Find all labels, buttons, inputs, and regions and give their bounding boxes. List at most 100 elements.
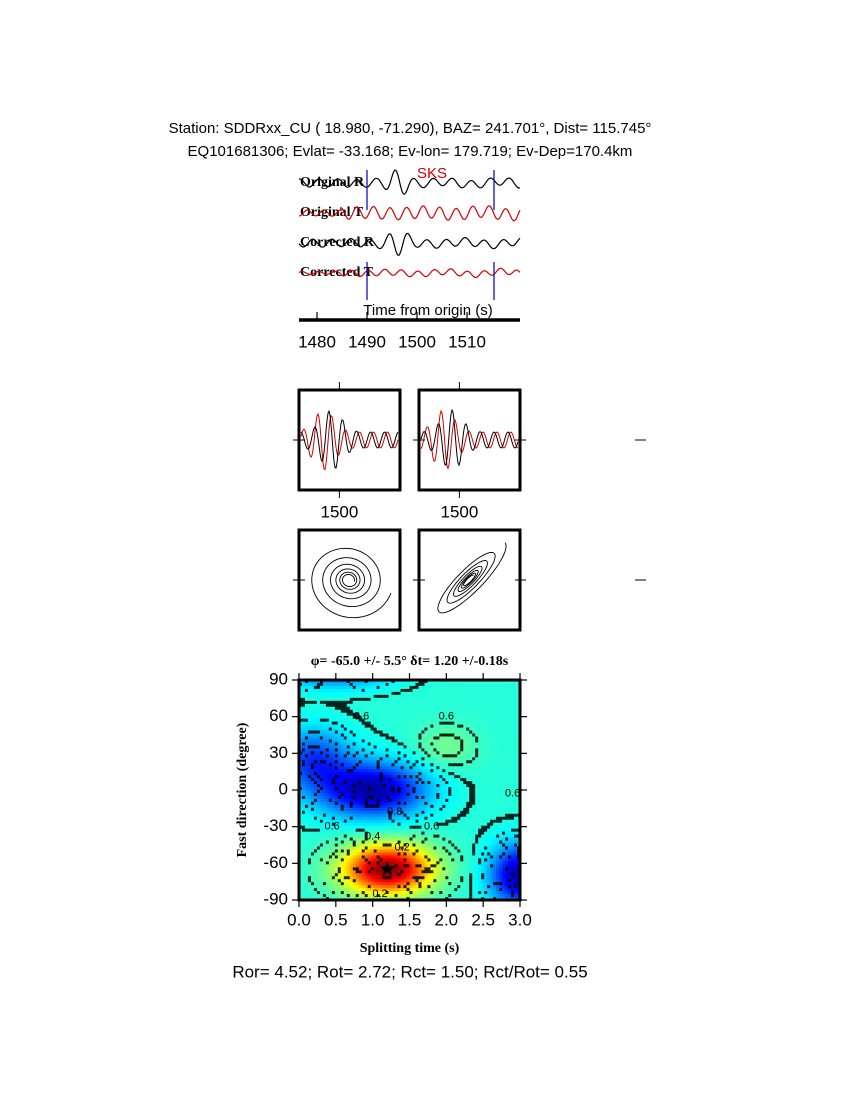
map-cell (448, 715, 452, 720)
map-cell (382, 778, 387, 782)
map-cell (448, 781, 452, 785)
map-cell (370, 810, 375, 815)
map-cell (403, 843, 407, 847)
map-cell (490, 831, 494, 835)
map-cell (475, 790, 479, 794)
map-cell (424, 867, 428, 871)
map-cell (301, 733, 306, 737)
map-cell (319, 700, 324, 705)
map-cell (391, 769, 395, 773)
map-cell (409, 792, 413, 797)
map-cell (487, 745, 491, 749)
map-cell (484, 691, 488, 696)
map-cell (496, 745, 500, 749)
map-cell (475, 739, 479, 743)
map-cell (349, 778, 354, 782)
map-cell (424, 858, 428, 862)
map-cell (481, 792, 485, 797)
map-cell (334, 742, 339, 746)
map-cell (454, 733, 458, 737)
map-cell (439, 846, 443, 850)
map-cell (439, 763, 443, 767)
map-cell (376, 894, 381, 898)
map-cell (487, 712, 491, 717)
map-cell (304, 807, 309, 812)
map-cell (478, 846, 482, 850)
map-cell (337, 873, 342, 877)
map-cell (487, 816, 491, 821)
map-cell (343, 837, 348, 841)
map-cell (391, 766, 395, 770)
map-cell (475, 733, 479, 737)
map-cell (373, 819, 378, 824)
map-cell (490, 885, 494, 889)
map-cell (304, 745, 309, 749)
map-cell (427, 730, 431, 734)
map-cell (430, 831, 434, 835)
map-cell (433, 691, 437, 696)
map-cell (400, 834, 404, 838)
map-cell (394, 870, 398, 874)
map-cell (460, 888, 464, 892)
map-cell (442, 757, 446, 761)
map-cell (454, 849, 458, 853)
map-cell (430, 864, 434, 868)
map-cell (496, 778, 500, 782)
map-cell (421, 733, 425, 737)
map-cell (442, 843, 446, 847)
map-cell (394, 807, 398, 812)
map-cell (376, 760, 381, 764)
map-cell (478, 757, 482, 761)
map-cell (343, 724, 348, 728)
map-cell (349, 694, 354, 699)
map-cell (454, 721, 458, 725)
map-cell (451, 718, 455, 723)
map-cell (340, 730, 345, 734)
map-cell (400, 816, 404, 821)
map-cell (361, 795, 366, 800)
map-cell (388, 700, 392, 705)
map-cell (463, 694, 467, 699)
map-cell (325, 843, 330, 847)
map-cell (421, 694, 425, 699)
map-cell (301, 760, 306, 764)
map-cell (352, 882, 357, 886)
map-cell (367, 688, 372, 693)
map-cell (475, 754, 479, 758)
map-cell (430, 819, 434, 824)
map-cell (409, 843, 413, 847)
map-cell (439, 778, 443, 782)
map-cell (436, 846, 440, 850)
map-cell (463, 849, 467, 853)
map-cell (340, 751, 345, 755)
map-cell (481, 825, 485, 830)
map-cell (397, 688, 401, 693)
map-cell (406, 751, 410, 755)
map-cell (418, 760, 422, 764)
map-cell (304, 846, 309, 850)
map-cell (337, 736, 342, 740)
map-cell (418, 894, 422, 898)
map-cell (385, 781, 389, 785)
map-cell (385, 712, 389, 717)
map-cell (385, 798, 389, 803)
map-cell (325, 778, 330, 782)
map-cell (391, 691, 395, 696)
map-cell (299, 870, 303, 874)
map-cell (403, 736, 407, 740)
map-cell (466, 784, 470, 788)
map-cell (403, 867, 407, 871)
map-cell (388, 843, 392, 847)
map-cell (436, 766, 440, 770)
map-cell (313, 742, 318, 746)
map-cell (379, 706, 384, 711)
map-cell (424, 778, 428, 782)
map-cell (463, 816, 467, 821)
map-cell (406, 888, 410, 892)
map-cell (487, 739, 491, 743)
map-cell (358, 694, 363, 699)
map-cell (496, 763, 500, 767)
map-cell (415, 822, 419, 827)
map-cell (352, 691, 357, 696)
map-cell (301, 825, 306, 830)
